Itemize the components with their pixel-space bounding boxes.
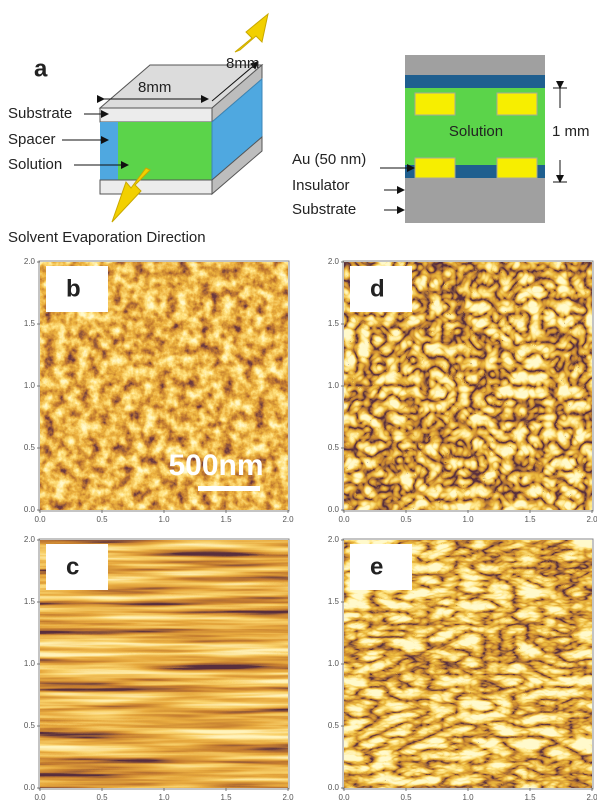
afm-image: c 0.00.0 0.5 0.5 1.0 1.0 1.5 1.5 2.0 2.0 [24, 535, 294, 802]
y-tick-label: 1.0 [328, 381, 340, 390]
y-tick-label: 0.0 [328, 783, 340, 792]
electrode [415, 93, 455, 115]
substrate [100, 108, 212, 122]
y-tick-label: 2.0 [328, 535, 340, 544]
y-tick-label: 1.0 [24, 659, 36, 668]
insulator [405, 75, 545, 88]
x-tick-label: 0.0 [338, 793, 350, 802]
electrode [497, 93, 537, 115]
label: Solution [449, 123, 503, 140]
y-tick-label: 0.5 [24, 721, 36, 730]
y-tick-label: 1.0 [328, 659, 340, 668]
label: Solvent Evaporation Direction [8, 229, 206, 246]
x-tick-label: 1.0 [158, 515, 170, 524]
label: Insulator [292, 177, 350, 194]
x-tick-label: 2.0 [586, 515, 597, 524]
x-tick-label: 2.0 [282, 793, 294, 802]
label: Spacer [8, 131, 56, 148]
label: 8mm [226, 55, 259, 72]
page: a 8mm 8mm Substrate Spacer Solution Solv… [0, 0, 597, 809]
x-tick-label: 0.0 [34, 515, 46, 524]
x-tick-label: 0.0 [338, 515, 350, 524]
x-tick-label: 2.0 [586, 793, 597, 802]
scale-bar-label: 500nm [168, 449, 263, 482]
panel-label: d [370, 275, 385, 302]
y-tick-label: 2.0 [24, 257, 36, 266]
x-tick-label: 1.5 [524, 793, 536, 802]
substrate [405, 55, 545, 75]
y-tick-label: 1.5 [24, 319, 36, 328]
x-tick-label: 1.5 [220, 793, 232, 802]
panel-label: c [66, 553, 79, 580]
y-tick-label: 1.5 [24, 597, 36, 606]
y-tick-label: 0.0 [24, 505, 36, 514]
y-tick-label: 1.5 [328, 319, 340, 328]
y-tick-label: 0.5 [328, 443, 340, 452]
x-tick-label: 0.5 [96, 793, 108, 802]
y-tick-label: 2.0 [328, 257, 340, 266]
y-tick-label: 2.0 [24, 535, 36, 544]
cross-section: Solution 1 mm Au (50 nm) Insulator Subst… [292, 55, 590, 223]
label: 8mm [138, 79, 171, 96]
x-tick-label: 2.0 [282, 515, 294, 524]
solution [118, 122, 212, 180]
afm-panels: b500nm0.00.00.50.51.01.01.51.52.02.0d0.0… [24, 257, 597, 802]
y-tick-label: 0.0 [328, 505, 340, 514]
label: Solution [8, 156, 62, 173]
x-tick-label: 1.0 [158, 793, 170, 802]
substrate [405, 178, 545, 223]
cell-diagram: a 8mm 8mm Substrate Spacer Solution Solv… [8, 14, 268, 246]
x-tick-label: 0.5 [400, 515, 412, 524]
y-tick-label: 0.0 [24, 783, 36, 792]
afm-image: d 0.00.0 0.5 0.5 1.0 1.0 1.5 1.5 2.0 2.0 [328, 257, 597, 524]
arrow [235, 14, 268, 52]
panel-label: e [370, 553, 383, 580]
x-tick-label: 1.5 [220, 515, 232, 524]
afm-image: e 0.00.0 0.5 0.5 1.0 1.0 1.5 1.5 2.0 2.0 [328, 535, 597, 802]
label: 1 mm [552, 123, 590, 140]
y-tick-label: 1.5 [328, 597, 340, 606]
y-tick-label: 0.5 [328, 721, 340, 730]
label: Substrate [292, 201, 356, 218]
x-tick-label: 1.5 [524, 515, 536, 524]
scale-bar [198, 486, 260, 491]
electrode [415, 158, 455, 178]
substrate [100, 180, 212, 194]
panel-label: b [66, 275, 81, 302]
y-tick-label: 1.0 [24, 381, 36, 390]
y-tick-label: 0.5 [24, 443, 36, 452]
x-tick-label: 0.0 [34, 793, 46, 802]
panel-label: a [34, 55, 48, 82]
figure: a 8mm 8mm Substrate Spacer Solution Solv… [0, 0, 597, 809]
x-tick-label: 0.5 [96, 515, 108, 524]
x-tick-label: 1.0 [462, 515, 474, 524]
afm-image: b 500nm 0.00.0 0.5 0.5 1.0 1.0 1.5 1.5 2.0 2.0 [24, 257, 294, 524]
electrode [497, 158, 537, 178]
x-tick-label: 1.0 [462, 793, 474, 802]
label: Substrate [8, 105, 72, 122]
spacer [100, 122, 118, 180]
x-tick-label: 0.5 [400, 793, 412, 802]
label: Au (50 nm) [292, 151, 366, 168]
